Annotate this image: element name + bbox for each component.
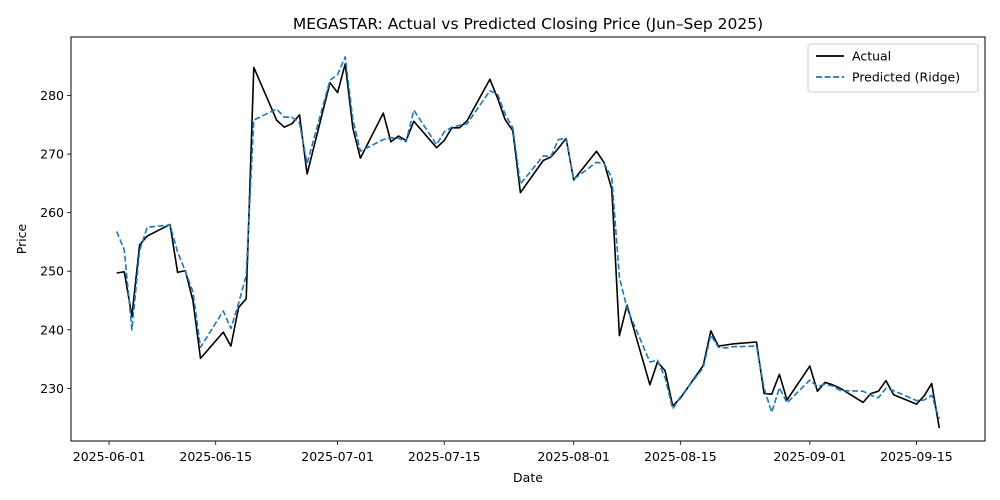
x-tick-label: 2025-09-01: [773, 449, 846, 464]
x-axis: 2025-06-01 2025-06-15 2025-07-01 2025-07-15…: [73, 441, 953, 464]
x-axis-label: Date: [513, 470, 543, 485]
y-axis: 230 240 250 260 270 280: [40, 88, 71, 396]
y-tick-label: 260: [40, 205, 64, 220]
y-tick-label: 230: [40, 381, 64, 396]
legend: Actual Predicted (Ridge): [807, 43, 979, 93]
series-line-actual: [116, 63, 941, 429]
x-tick-label: 2025-07-01: [301, 449, 374, 464]
x-tick-label: 2025-06-01: [73, 449, 146, 464]
x-tick-label: 2025-07-15: [408, 449, 481, 464]
chart-title: MEGASTAR: Actual vs Predicted Closing Pr…: [293, 15, 763, 33]
x-tick-label: 2025-08-01: [537, 449, 610, 464]
plot-frame: [70, 36, 986, 442]
x-tick-label: 2025-06-15: [179, 449, 252, 464]
legend-label-actual: Actual: [852, 49, 891, 64]
y-axis-label: Price: [14, 223, 29, 254]
x-tick-label: 2025-09-15: [880, 449, 953, 464]
legend-label-predicted: Predicted (Ridge): [852, 70, 960, 85]
y-tick-label: 280: [40, 88, 64, 103]
plot-area: [115, 56, 941, 429]
legend-box: [807, 43, 979, 93]
y-tick-label: 250: [40, 264, 64, 279]
series-line-predicted: [115, 56, 941, 420]
y-tick-label: 270: [40, 147, 64, 162]
y-tick-label: 240: [40, 322, 64, 337]
x-tick-label: 2025-08-15: [644, 449, 717, 464]
